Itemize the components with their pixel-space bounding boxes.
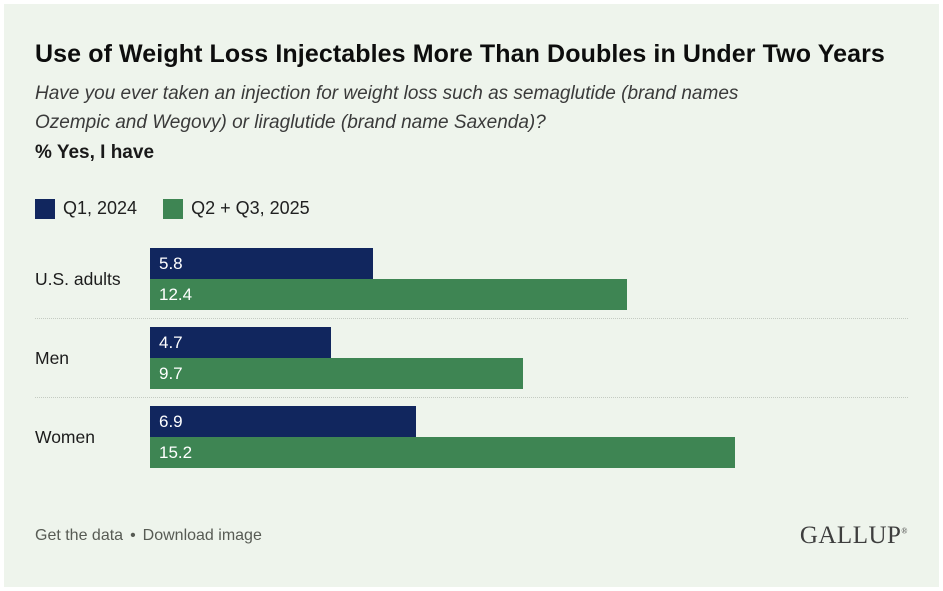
category-label: U.S. adults — [35, 268, 121, 289]
bar-pair: 4.7 9.7 — [150, 327, 908, 389]
bar-series-0-0: 5.8 — [150, 248, 374, 279]
footer-links-separator: • — [130, 526, 136, 544]
bar-series-1-2: 15.2 — [150, 437, 736, 468]
bar-chart: U.S. adults 5.8 12.4 Men 4.7 9.7 Women 6.9 15.2 — [35, 240, 908, 476]
survey-question: Have you ever taken an injection for wei… — [35, 83, 739, 133]
footer-links: Get the data • Download image — [35, 527, 262, 545]
get-the-data-link[interactable]: Get the data — [35, 526, 124, 544]
chart-title: Use of Weight Loss Injectables More Than… — [35, 40, 885, 68]
bar-group-men: Men 4.7 9.7 — [35, 318, 908, 397]
gallup-logo: GALLUP® — [799, 522, 908, 549]
chart-card: Use of Weight Loss Injectables More Than… — [4, 4, 939, 587]
bar-pair: 6.9 15.2 — [150, 406, 908, 468]
bar-pair: 5.8 12.4 — [150, 248, 908, 310]
category-label: Men — [35, 347, 70, 368]
legend-item-q1-2024: Q1, 2024 — [35, 198, 137, 219]
category-label: Women — [35, 426, 95, 447]
bar-series-1-1: 9.7 — [150, 358, 524, 389]
legend-swatch-q2-q3-2025 — [163, 198, 184, 219]
legend-label-q2-q3-2025: Q2 + Q3, 2025 — [191, 198, 310, 218]
bar-series-0-1: 4.7 — [150, 327, 331, 358]
bar-group-u-s-adults: U.S. adults 5.8 12.4 — [35, 240, 908, 318]
legend-label-q1-2024: Q1, 2024 — [63, 198, 138, 218]
registered-mark: ® — [901, 526, 908, 536]
legend-item-q2-q3-2025: Q2 + Q3, 2025 — [163, 198, 310, 219]
bar-series-1-0: 12.4 — [150, 279, 628, 310]
bar-series-0-2: 6.9 — [150, 406, 416, 437]
bar-value-label: 4.7 — [159, 332, 183, 352]
download-image-link[interactable]: Download image — [142, 526, 262, 544]
bar-value-label: 12.4 — [159, 284, 193, 304]
bar-group-women: Women 6.9 15.2 — [35, 397, 908, 476]
bar-value-label: 6.9 — [159, 411, 183, 431]
bar-value-label: 5.8 — [159, 253, 183, 273]
bar-value-label: 9.7 — [159, 363, 183, 383]
footer: Get the data • Download image GALLUP® — [35, 523, 908, 548]
metric-label: % Yes, I have — [35, 142, 155, 163]
legend: Q1, 2024 Q2 + Q3, 2025 — [35, 198, 908, 219]
legend-swatch-q1-2024 — [35, 198, 55, 219]
bar-value-label: 15.2 — [159, 442, 193, 462]
